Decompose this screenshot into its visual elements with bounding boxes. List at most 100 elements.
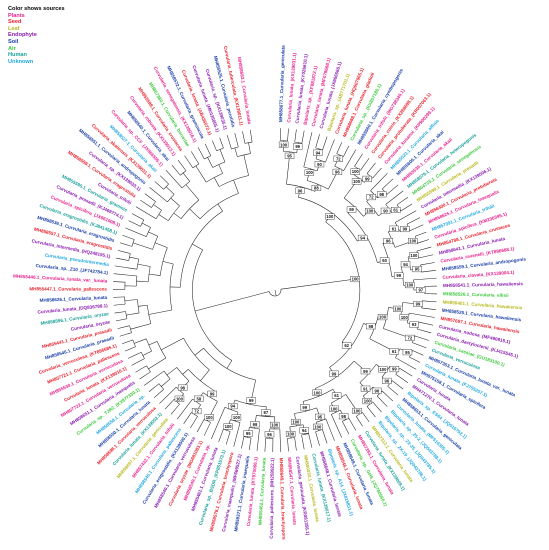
branch-arc	[156, 341, 167, 359]
bootstrap-value: 99	[332, 371, 337, 376]
branch-line	[131, 358, 145, 366]
branch-arc	[145, 338, 152, 352]
bootstrap-box	[264, 431, 275, 438]
bootstrap-box	[332, 168, 343, 175]
leaf-label: MH856401.1_Curvularia_hawaiiensis	[442, 300, 523, 311]
branch-line	[413, 277, 437, 281]
branch-line	[113, 281, 126, 283]
bootstrap-value: 100	[354, 409, 362, 414]
branch-arc	[159, 247, 168, 276]
branch-line	[414, 335, 430, 341]
branch-line	[336, 142, 343, 154]
bootstrap-box	[312, 389, 322, 396]
bootstrap-value: 91	[363, 386, 368, 391]
branch-line	[182, 172, 191, 182]
branch-line	[360, 157, 370, 171]
branch-arc	[243, 436, 252, 439]
branch-line	[294, 437, 297, 451]
branch-line	[422, 300, 437, 303]
bootstrap-value: 95	[405, 350, 410, 355]
branch-arc	[316, 418, 326, 423]
branch-arc	[366, 173, 373, 179]
branch-line	[153, 389, 164, 399]
bootstrap-box	[405, 282, 415, 289]
bootstrap-box	[250, 421, 260, 428]
branch-line	[406, 217, 421, 225]
branch-line	[233, 422, 241, 447]
bootstrap-box	[341, 342, 352, 349]
bootstrap-box	[409, 321, 419, 328]
branch-line	[195, 165, 207, 183]
bootstrap-value: 100	[401, 315, 409, 320]
legend-item: Human	[8, 52, 27, 59]
bootstrap-box	[350, 276, 360, 283]
branch-line	[387, 386, 399, 396]
branch-arc	[180, 170, 187, 176]
bootstrap-value: 95	[287, 153, 292, 158]
branch-arc	[124, 296, 126, 305]
branch-arc	[158, 383, 164, 390]
branch-arc	[181, 181, 190, 189]
branch-line	[190, 151, 200, 165]
branch-arc	[231, 146, 239, 150]
branch-line	[234, 147, 238, 157]
branch-line	[154, 242, 168, 248]
leaf-label: MH858541.1_Curvularia_hawaiiensis	[443, 281, 523, 288]
bootstrap-box	[416, 287, 426, 294]
bootstrap-value: 96	[374, 388, 379, 393]
bootstrap-box	[360, 385, 371, 392]
branch-arc	[146, 227, 151, 237]
branch-line	[194, 291, 270, 312]
branch-line	[325, 418, 335, 441]
bootstrap-box	[400, 261, 411, 268]
branch-arc	[366, 401, 373, 407]
branch-arc	[176, 367, 190, 382]
branch-arc	[303, 166, 318, 172]
legend-item: Soil	[8, 38, 19, 45]
bootstrap-box	[174, 395, 185, 402]
bootstrap-value: 100	[314, 390, 322, 395]
branch-line	[132, 242, 153, 250]
branch-line	[148, 383, 160, 392]
bootstrap-box	[207, 390, 217, 397]
branch-line	[136, 280, 149, 283]
branch-line	[192, 243, 203, 251]
bootstrap-value: 100	[394, 306, 402, 311]
branch-line	[158, 214, 169, 221]
branch-arc	[168, 205, 180, 221]
bootstrap-value: 60	[382, 258, 387, 263]
bootstrap-value: 58	[196, 396, 201, 401]
branch-line	[130, 323, 151, 330]
bootstrap-labels: 100 9995949010072968896100991009872619010…	[174, 141, 426, 438]
bootstrap-box	[376, 191, 387, 198]
bootstrap-box	[366, 323, 376, 330]
bootstrap-value: 90	[317, 162, 322, 167]
branch-arc	[163, 370, 171, 380]
bootstrap-box	[378, 366, 388, 373]
leaf-label: MH855447.1_Curvularia_pallescens	[29, 286, 107, 291]
branch-arc	[289, 424, 304, 428]
legend-item: Air	[8, 45, 16, 52]
leaf-label: MH855446.1_Curvularia_lunata_var._lunata	[13, 274, 108, 284]
branch-line	[226, 135, 232, 150]
branch-line	[148, 341, 158, 346]
branch-line	[395, 210, 417, 223]
branch-line	[126, 312, 140, 316]
branch-line	[418, 254, 434, 259]
branch-arc	[169, 263, 174, 311]
branch-line	[138, 304, 148, 307]
branch-line	[381, 390, 394, 402]
branch-line	[287, 438, 289, 452]
branch-line	[115, 318, 127, 322]
branch-line	[366, 406, 376, 418]
branch-line	[116, 257, 129, 261]
branch-arc	[331, 409, 341, 415]
branch-line	[234, 133, 239, 148]
branch-line	[226, 360, 233, 369]
bootstrap-box	[295, 187, 305, 194]
bootstrap-box	[399, 314, 410, 321]
branch-arc	[203, 347, 256, 381]
bootstrap-value: 61	[392, 226, 397, 231]
legend-item: Leaf	[8, 25, 20, 32]
branch-arc	[180, 199, 200, 219]
